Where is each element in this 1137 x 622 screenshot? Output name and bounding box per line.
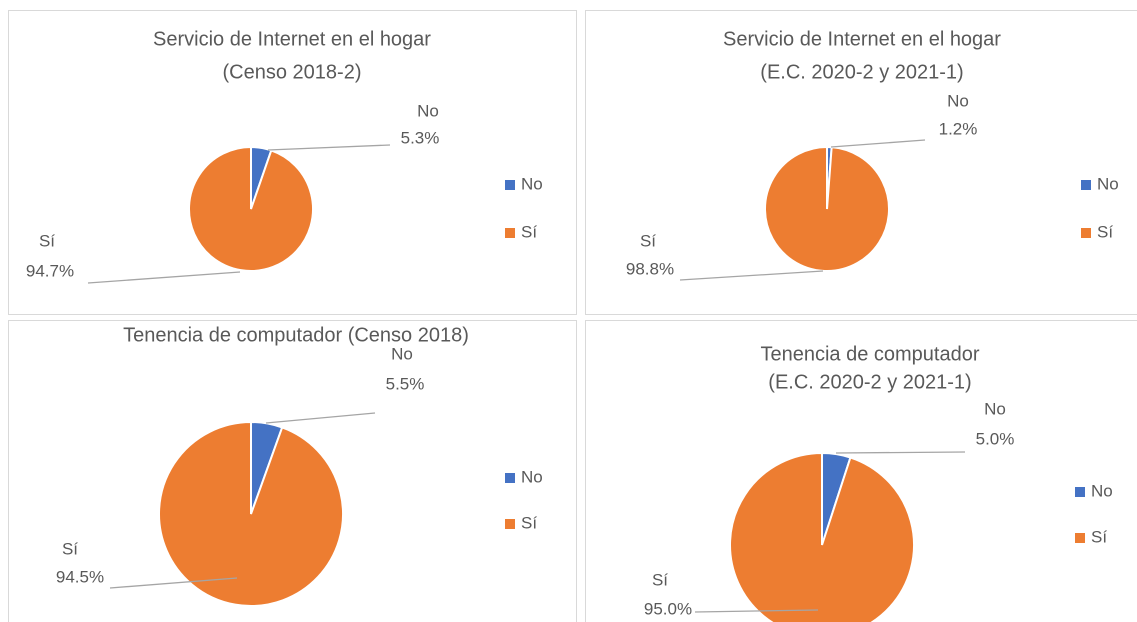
pie-slice (729, 451, 915, 622)
data-label-value: 98.8% (626, 259, 674, 278)
leader-line (830, 139, 926, 148)
leader-line (694, 609, 819, 613)
data-label-value: 94.5% (56, 567, 104, 586)
panel (585, 10, 1137, 315)
legend-swatch (1081, 180, 1091, 190)
leader-line (265, 412, 376, 424)
leader-line (109, 577, 238, 589)
legend-swatch (505, 228, 515, 238)
legend-swatch (1075, 533, 1085, 543)
data-label-category: No (417, 101, 439, 120)
data-label-value: 94.7% (26, 261, 74, 280)
data-label-category: No (947, 91, 969, 110)
chart-title: Tenencia de computador (760, 343, 979, 365)
leader-line (835, 451, 966, 454)
legend-swatch (505, 473, 515, 483)
chart-title: Servicio de Internet en el hogar (723, 28, 1001, 50)
pie-slice (188, 145, 314, 272)
legend-swatch (505, 180, 515, 190)
data-label-value: 5.0% (976, 429, 1015, 448)
legend-swatch (1075, 487, 1085, 497)
legend-label: Sí (1097, 222, 1113, 241)
leader-line (679, 270, 824, 281)
legend-label: Sí (521, 222, 537, 241)
pie-slice (764, 145, 890, 272)
legend-swatch (505, 519, 515, 529)
legend-label: Sí (1091, 527, 1107, 546)
data-label-category: Sí (39, 231, 55, 250)
data-label-category: Sí (652, 570, 668, 589)
legend-swatch (1081, 228, 1091, 238)
data-label-category: No (984, 399, 1006, 418)
data-label-value: 1.2% (939, 119, 978, 138)
leader-line (267, 144, 391, 151)
chart-title: Tenencia de computador (Censo 2018) (123, 324, 469, 346)
pie-slice (158, 420, 344, 607)
legend-label: Sí (521, 513, 537, 532)
panel (8, 10, 577, 315)
panel (8, 320, 577, 622)
panel (585, 320, 1137, 622)
legend-label: No (521, 467, 543, 486)
chart-title: (Censo 2018-2) (223, 61, 362, 83)
data-label-value: 5.5% (386, 374, 425, 393)
chart-title: Servicio de Internet en el hogar (153, 28, 431, 50)
data-label-value: 5.3% (401, 128, 440, 147)
legend-label: No (1097, 174, 1119, 193)
chart-title: (E.C. 2020-2 y 2021-1) (760, 61, 963, 83)
data-label-value: 95.0% (644, 599, 692, 618)
leader-line (87, 271, 241, 284)
legend-label: No (1091, 481, 1113, 500)
data-label-category: No (391, 344, 413, 363)
legend-label: No (521, 174, 543, 193)
chart-title: (E.C. 2020-2 y 2021-1) (768, 371, 971, 393)
data-label-category: Sí (640, 231, 656, 250)
data-label-category: Sí (62, 539, 78, 558)
